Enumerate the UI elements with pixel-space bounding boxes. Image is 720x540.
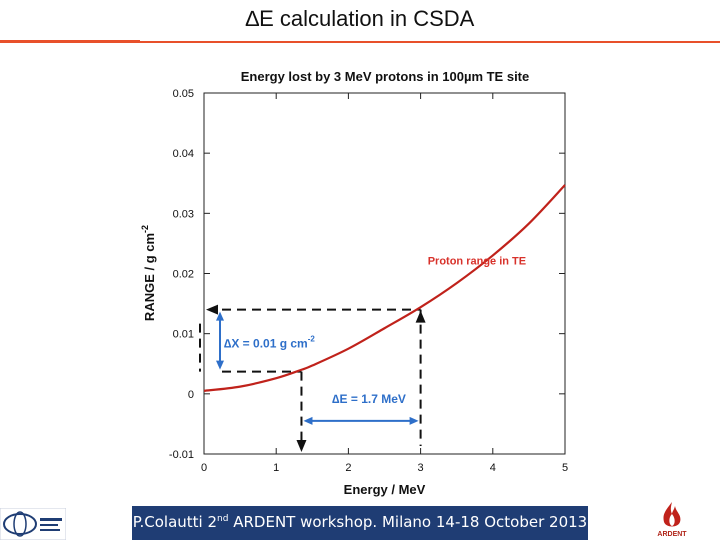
ardent-flame-icon [663,502,681,527]
y-tick-label: 0.05 [173,88,194,100]
arrow-head-down [296,440,307,452]
footer-bar [132,506,588,540]
series-line-proton-range [203,184,566,392]
series-label: Proton range in TE [428,255,526,267]
infn-logo [0,508,66,540]
chart-title: Energy lost by 3 MeV protons in 100µm TE… [241,69,530,84]
x-tick-label: 5 [562,462,568,474]
slide-title: ∆E calculation in CSDA [245,6,475,31]
y-tick-label: 0.02 [173,269,194,281]
arrow-head-up [415,310,426,323]
x-axis-label: Energy / MeV [344,482,426,497]
x-tick-label: 2 [345,462,351,474]
y-tick-label: 0.03 [173,208,194,220]
delta-e-arrow-head-right [409,416,419,425]
y-tick-label: -0.01 [169,449,194,461]
title-rule [0,40,720,44]
ardent-logo: ARDENT [648,500,696,540]
x-tick-label: 3 [418,462,424,474]
footer-prefix: P.Colautti 2 [132,513,218,531]
x-tick-label: 0 [201,462,207,474]
y-tick-label: 0 [188,389,194,401]
delta-x-label: ∆X = 0.01 g cm-2 [224,335,315,351]
arrow-head-left [206,304,218,315]
y-axis-label-sup: -2 [140,225,150,233]
delta-x-label-text: ∆X = 0.01 g cm [224,337,308,351]
y-axis-label: RANGE / g cm-2 [140,225,157,321]
x-tick-label: 1 [273,462,279,474]
x-tick-label: 4 [490,462,496,474]
delta-x-label-sup: -2 [308,335,316,344]
footer-sup: nd [217,514,229,524]
y-tick-label: 0.01 [173,329,194,341]
y-axis-label-text: RANGE / g cm [142,233,157,321]
y-tick-label: 0.04 [173,148,194,160]
delta-x-arrow-head-up [216,311,224,321]
delta-e-arrow-head-left [303,416,313,425]
footer-text: P.Colautti 2nd ARDENT workshop. Milano 1… [132,513,588,531]
footer-suffix: ARDENT workshop. Milano 14-18 October 20… [228,513,588,531]
delta-e-label: ∆E = 1.7 MeV [332,392,406,406]
ardent-logo-text: ARDENT [657,531,687,538]
delta-x-arrow-head-down [216,360,224,370]
